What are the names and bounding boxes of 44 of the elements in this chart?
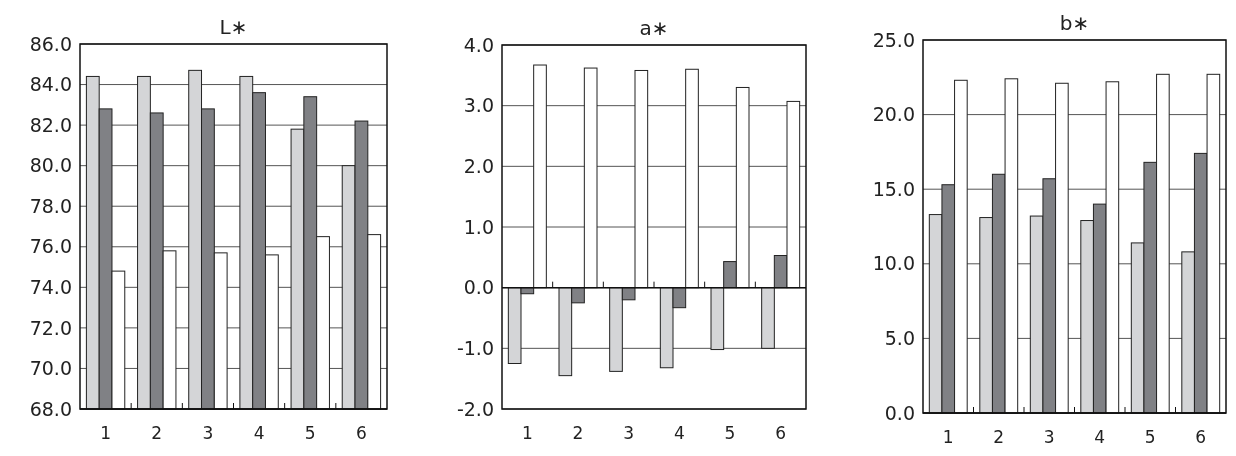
x-tick-label: 4 [1094,427,1106,447]
y-tick-label: 78.0 [29,194,72,217]
x-tick-label: 3 [623,423,635,443]
x-tick-label: 2 [993,427,1005,447]
x-tick-label: 1 [942,427,954,447]
y-tick-label: 74.0 [29,275,72,298]
y-tick-label: 84.0 [29,73,72,96]
y-tick-label: 2.0 [463,154,494,177]
y-tick-label: 10.0 [872,252,915,275]
y-tick-label: 82.0 [29,113,72,136]
y-tick-label: 20.0 [872,103,915,126]
y-tick-label: -1.0 [456,336,494,359]
x-tick-label: 3 [202,423,214,443]
chart-title: L∗ [219,15,248,39]
y-tick-label: 76.0 [29,235,72,258]
y-tick-label: 1.0 [463,215,494,238]
x-tick-label: 4 [673,423,685,443]
x-tick-label: 5 [724,423,736,443]
y-tick-label: 25.0 [872,28,915,51]
y-tick-label: 86.0 [29,32,72,55]
y-tick-label: 4.0 [463,33,494,56]
y-tick-label: 3.0 [463,94,494,117]
x-tick-label: 5 [1144,427,1156,447]
x-tick-label: 2 [151,423,163,443]
y-tick-label: 0.0 [463,276,494,299]
x-tick-label: 4 [253,423,265,443]
chart-title: a∗ [639,16,669,40]
chart-title: b∗ [1059,11,1090,35]
y-tick-label: 68.0 [29,397,72,420]
x-tick-label: 3 [1043,427,1055,447]
y-tick-label: 0.0 [884,401,915,424]
x-tick-label: 6 [356,423,367,443]
y-tick-label: 15.0 [872,177,915,200]
y-tick-label: 72.0 [29,316,72,339]
y-tick-label: 5.0 [884,327,915,350]
x-tick-label: 6 [775,423,787,443]
x-tick-label: 2 [572,423,584,443]
y-tick-label: 70.0 [29,357,72,380]
x-tick-label: 5 [304,423,316,443]
y-tick-label: -2.0 [456,397,494,420]
y-tick-label: 80.0 [29,154,72,177]
x-tick-label: 1 [100,423,111,443]
x-tick-label: 6 [1195,427,1207,447]
x-tick-label: 1 [521,423,533,443]
